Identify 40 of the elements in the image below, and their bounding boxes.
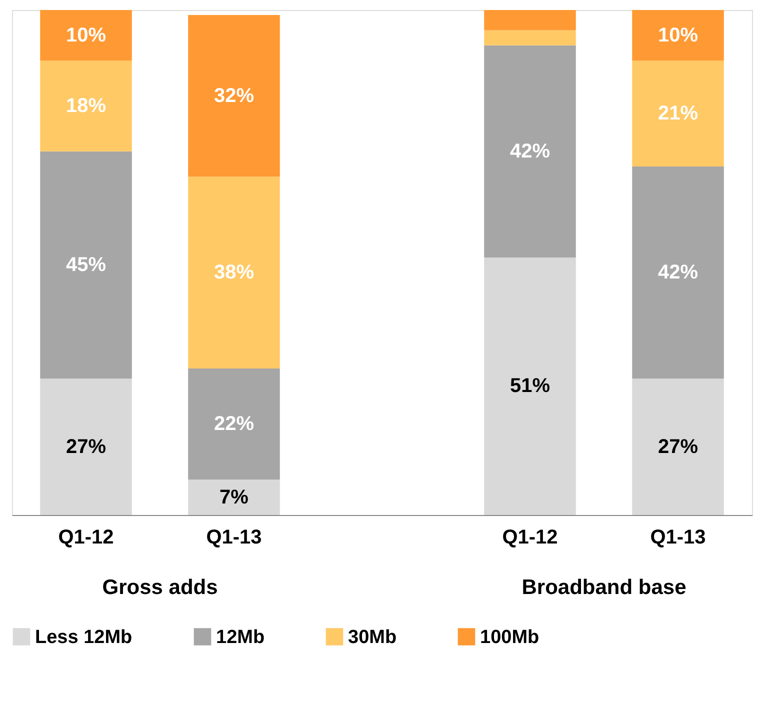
text: Broadband base	[522, 576, 686, 599]
bar	[188, 368, 280, 480]
bar	[632, 10, 724, 60]
bar	[484, 10, 576, 30]
data-label: 42%	[510, 140, 550, 162]
bar	[40, 10, 132, 60]
data-label: 22%	[214, 413, 254, 436]
x-tick-label: Q1-13	[650, 526, 706, 548]
bar	[632, 166, 724, 379]
text: Gross adds	[102, 576, 218, 599]
legend-label: 12Mb	[216, 626, 265, 648]
legend-label: 30Mb	[348, 626, 397, 648]
legend-label: Less 12Mb	[35, 626, 132, 648]
legend-label: 100Mb	[480, 626, 540, 648]
data-label: 45%	[66, 254, 106, 276]
bar	[484, 257, 576, 515]
data-label: 7%	[220, 486, 249, 508]
x-tick-label: Q1-12	[58, 526, 114, 548]
bar	[632, 378, 724, 515]
bar	[40, 378, 132, 515]
bar	[188, 480, 280, 515]
data-label: 18%	[66, 94, 106, 117]
bar	[40, 60, 132, 152]
bar	[188, 15, 280, 177]
bar	[632, 60, 724, 167]
data-label: 21%	[658, 102, 698, 125]
bar	[188, 176, 280, 369]
data-label: 27%	[66, 436, 106, 458]
data-label: 32%	[214, 84, 254, 107]
bar	[484, 30, 576, 46]
x-tick-label: Q1-12	[502, 526, 558, 548]
data-label: 10%	[658, 24, 698, 46]
data-label: 27%	[658, 436, 698, 458]
bar	[40, 151, 132, 379]
data-label: 38%	[214, 262, 254, 284]
data-label: 10%	[66, 24, 106, 46]
bar	[484, 45, 576, 258]
x-tick-label: Q1-13	[206, 526, 262, 548]
data-label: 51%	[510, 375, 550, 398]
data-label: 42%	[658, 262, 698, 284]
